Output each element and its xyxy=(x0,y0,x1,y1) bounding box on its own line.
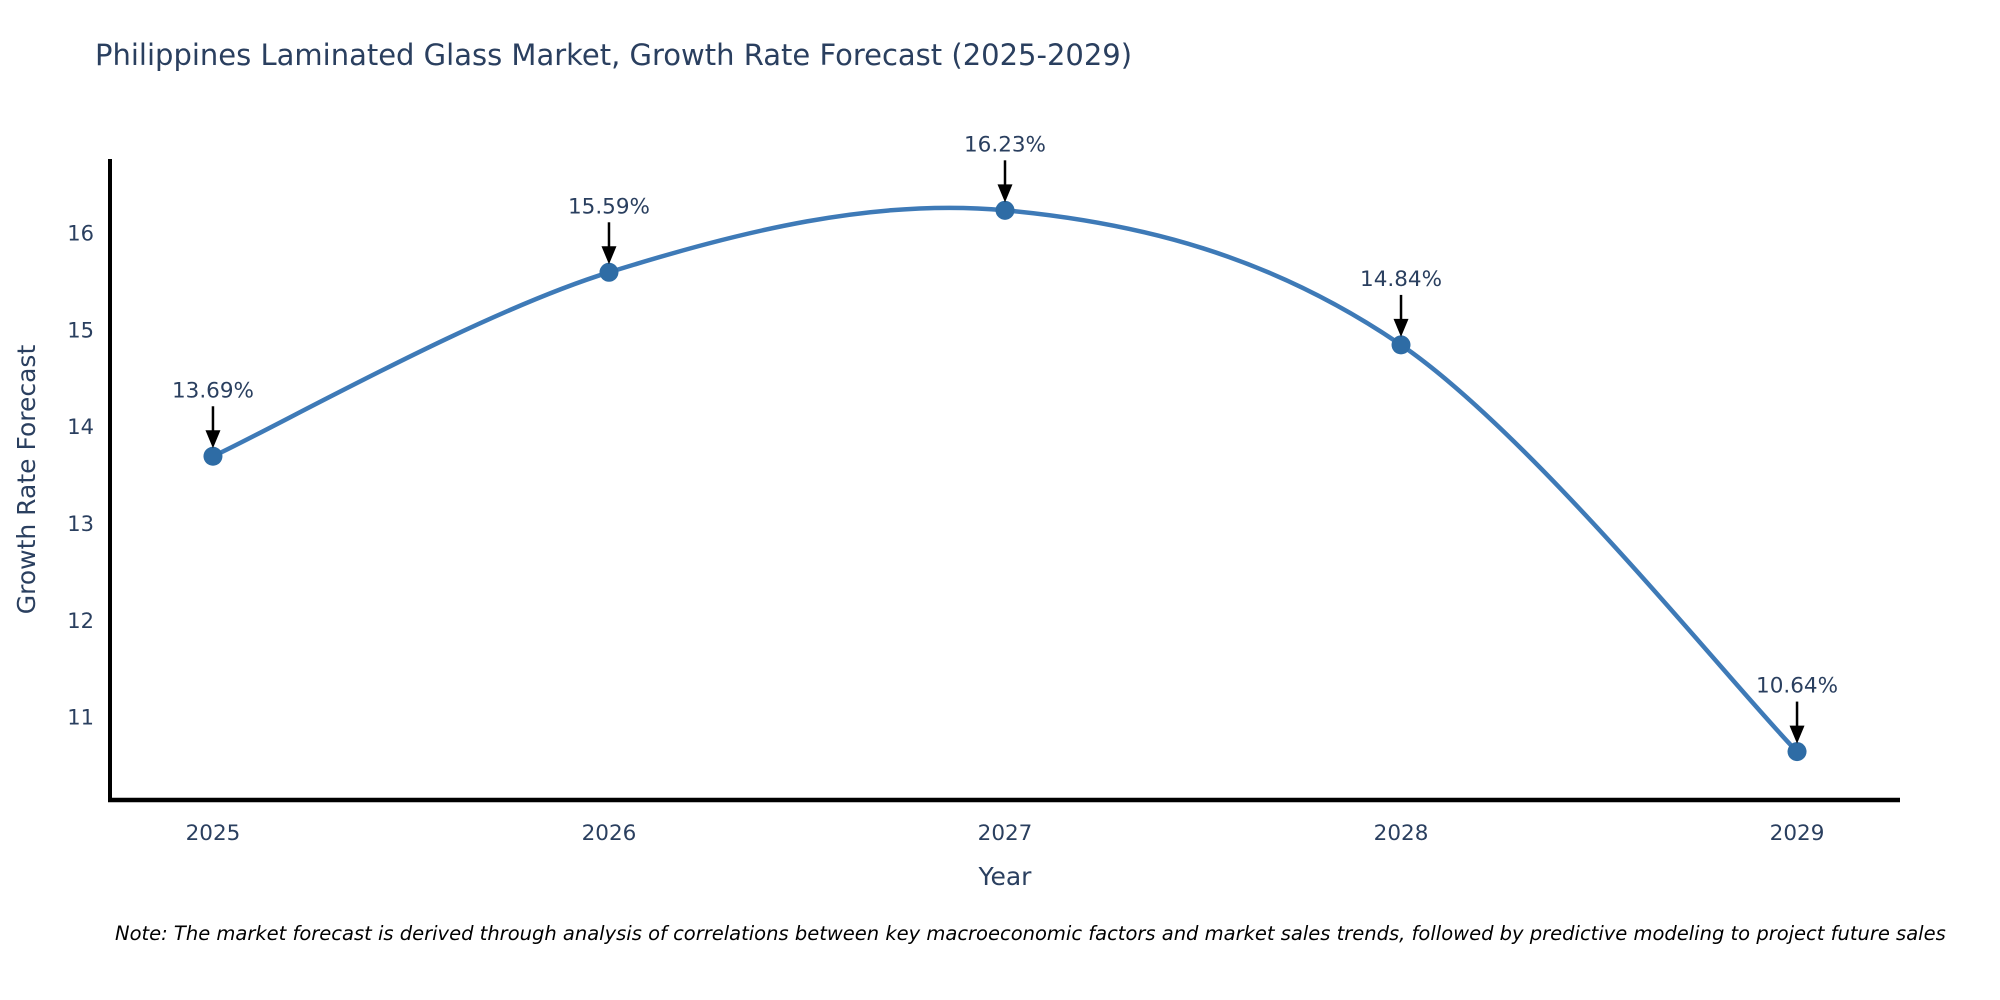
data-point-marker[interactable] xyxy=(1787,742,1807,762)
y-tick-label: 15 xyxy=(67,318,94,342)
point-value-annotation: 14.84% xyxy=(1360,267,1442,292)
point-value-annotation: 15.59% xyxy=(568,194,650,219)
y-tick-label: 13 xyxy=(67,512,94,536)
point-value-annotation: 10.64% xyxy=(1756,674,1838,699)
x-tick-label: 2026 xyxy=(582,821,637,846)
x-tick-label: 2029 xyxy=(1770,821,1825,846)
y-tick-label: 12 xyxy=(67,609,94,633)
x-tick-label: 2025 xyxy=(186,821,241,846)
y-tick-label: 11 xyxy=(67,706,94,730)
point-value-annotation: 16.23% xyxy=(964,132,1046,157)
data-point-marker[interactable] xyxy=(995,200,1015,220)
point-value-annotation: 13.69% xyxy=(172,378,254,403)
x-axis-title: Year xyxy=(978,862,1033,891)
x-tick-label: 2027 xyxy=(978,821,1033,846)
data-point-marker[interactable] xyxy=(599,262,619,282)
y-axis-title: Growth Rate Forecast xyxy=(12,345,41,615)
annotation-arrowhead-icon xyxy=(997,184,1013,203)
trend-line xyxy=(210,205,1800,754)
y-tick-label: 14 xyxy=(67,415,94,439)
y-tick-label: 16 xyxy=(67,222,94,246)
data-point-marker[interactable] xyxy=(1391,335,1411,355)
annotation-arrowhead-icon xyxy=(601,246,617,265)
chart-title: Philippines Laminated Glass Market, Grow… xyxy=(95,38,1133,72)
x-tick-label: 2028 xyxy=(1374,821,1429,846)
annotation-arrowhead-icon xyxy=(205,430,221,449)
annotation-arrowhead-icon xyxy=(1789,725,1805,744)
chart-note: Note: The market forecast is derived thr… xyxy=(115,922,1946,945)
data-point-marker[interactable] xyxy=(203,446,223,466)
annotation-arrowhead-icon xyxy=(1393,318,1409,337)
